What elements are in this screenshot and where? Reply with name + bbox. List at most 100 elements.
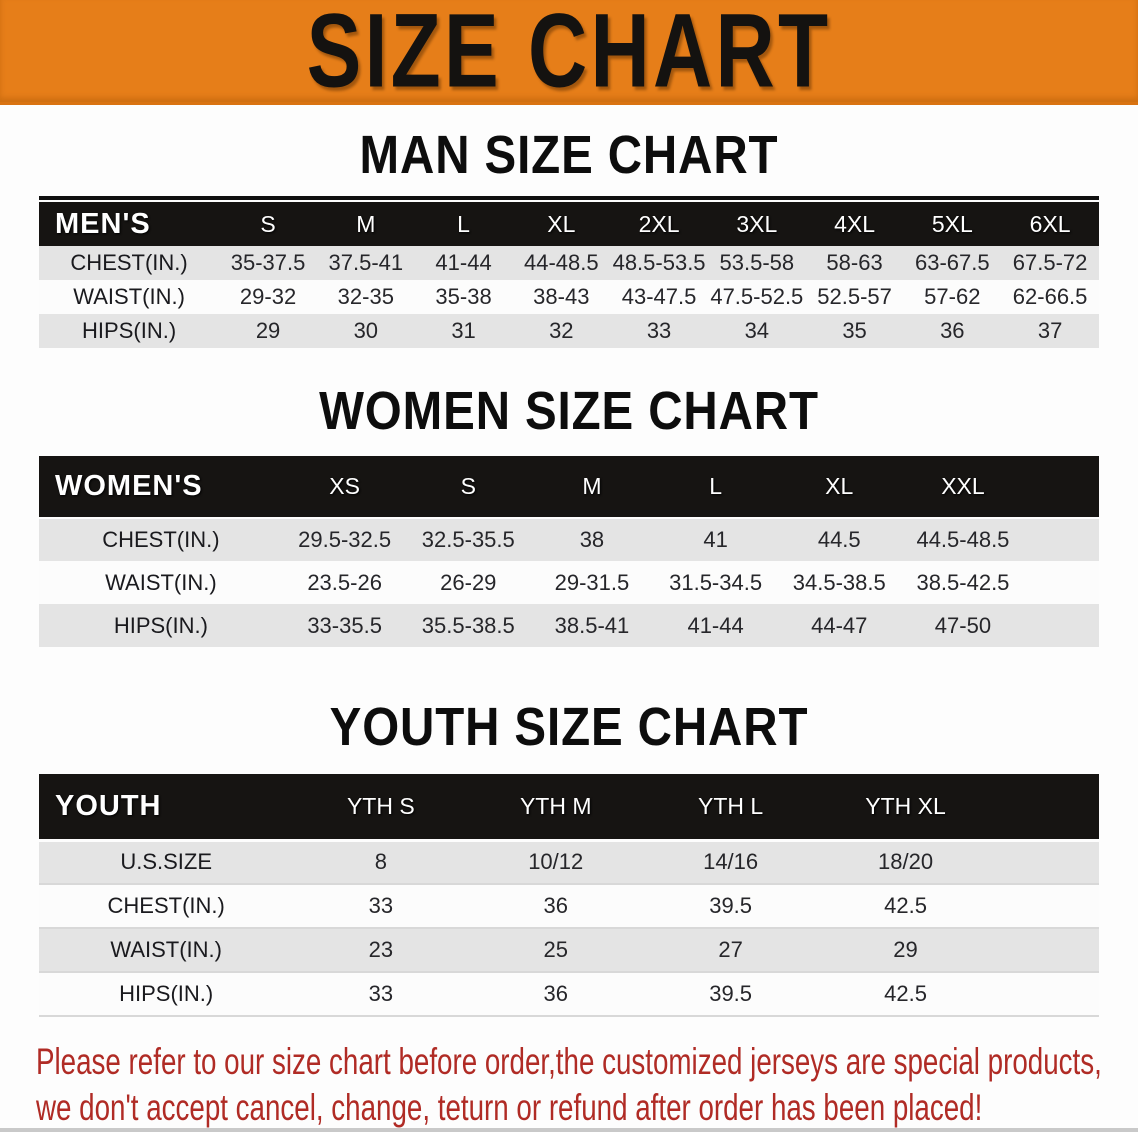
size-value-cell: 31.5-34.5 [669, 569, 763, 595]
size-value-cell: 38.5-42.5 [916, 569, 1010, 595]
size-value-cell: 23.5-26 [307, 569, 382, 595]
table-row: WAIST(IN.) 23 25 27 29 [39, 928, 1099, 972]
measurement-label: WAIST(IN.) [73, 284, 185, 309]
size-value-cell: 36 [940, 318, 965, 343]
size-value-cell: 27 [718, 937, 743, 962]
size-value-cell: 36 [543, 893, 568, 918]
women-size-table: WOMEN'S XS S M L XL XXL CHEST(IN.) 29.5-32.5 32.5… [39, 456, 1099, 647]
measurement-label: U.S.SIZE [120, 849, 213, 875]
spacer-cell [993, 884, 1099, 928]
measurement-label: HIPS(IN.) [113, 612, 208, 638]
section-women: WOMEN SIZE CHART WOMEN'S XS S M L XL XXL CHEST(… [0, 384, 1138, 647]
measurement-label: HIPS(IN.) [82, 318, 177, 343]
size-column-header: S [460, 473, 476, 499]
size-column-header: YTH XL [865, 792, 946, 819]
size-value-cell: 35 [842, 318, 867, 343]
table-title: WOMEN'S [55, 470, 203, 502]
size-value-cell: 42.5 [884, 893, 927, 918]
size-value-cell: 8 [374, 849, 387, 875]
spacer-cell [993, 972, 1099, 1016]
table-row: WAIST(IN.) 29-32 32-35 35-38 38-43 43-47.5 47.… [39, 280, 1099, 314]
size-value-cell: 37 [1037, 318, 1063, 343]
size-value-cell: 33 [368, 981, 394, 1006]
measurement-label: HIPS(IN.) [119, 981, 214, 1006]
size-value-cell: 38.5-41 [554, 612, 630, 638]
size-value-cell: 41-44 [687, 612, 744, 638]
size-value-cell: 52.5-57 [817, 284, 892, 309]
size-column-header: S [260, 210, 276, 237]
table-header-row: YOUTH YTH S YTH M YTH L YTH XL [39, 774, 1099, 840]
table-row: CHEST(IN.) 33 36 39.5 42.5 [39, 884, 1099, 928]
size-value-cell: 25 [543, 937, 568, 962]
size-value-cell: 29 [893, 937, 918, 962]
size-value-cell: 53.5-58 [719, 250, 795, 275]
size-column-header: YTH L [698, 792, 764, 819]
size-column-header: 3XL [736, 210, 778, 237]
size-value-cell: 38 [579, 527, 605, 552]
youth-size-table-wrap: YOUTH YTH S YTH M YTH L YTH XL U.S.SIZE 8 10/12… [39, 774, 1099, 1017]
size-value-cell: 39.5 [709, 893, 753, 918]
size-column-header: 2XL [638, 210, 680, 237]
youth-section-heading: YOUTH SIZE CHART [329, 697, 809, 757]
measurement-label: CHEST(IN.) [107, 893, 225, 918]
spacer-cell [1025, 604, 1099, 647]
size-value-cell: 32-35 [337, 284, 394, 309]
size-value-cell: 44-47 [811, 612, 868, 638]
spacer-cell [1025, 456, 1099, 518]
size-value-cell: 29 [255, 318, 281, 343]
table-title: YOUTH [55, 789, 162, 822]
size-column-header: YTH S [346, 792, 415, 819]
disclaimer-line-1: Please refer to our size chart before or… [36, 1041, 1102, 1082]
size-value-cell: 23 [368, 937, 394, 962]
size-value-cell: 44.5 [817, 527, 861, 552]
size-value-cell: 32.5-35.5 [421, 527, 515, 552]
spacer-cell [993, 840, 1099, 884]
table-header-row: MEN'S S M L XL 2XL 3XL 4XL 5XL 6XL [39, 202, 1099, 246]
size-column-header: M [356, 210, 376, 237]
table-row: HIPS(IN.) 33 36 39.5 42.5 [39, 972, 1099, 1016]
size-value-cell: 41-44 [435, 250, 492, 275]
size-value-cell: 10/12 [528, 849, 584, 875]
banner: SIZE CHART [0, 0, 1138, 105]
size-column-header: XS [329, 473, 360, 499]
spacer-cell [993, 928, 1099, 972]
measurement-label: CHEST(IN.) [70, 250, 188, 275]
measurement-label: CHEST(IN.) [102, 527, 220, 552]
size-value-cell: 33 [368, 893, 394, 918]
table-row: CHEST(IN.) 29.5-32.5 32.5-35.5 38 41 44.5 44.5… [39, 518, 1099, 561]
size-value-cell: 47.5-52.5 [710, 284, 804, 309]
size-column-header: L [709, 473, 722, 499]
size-column-header: XL [825, 473, 854, 499]
size-value-cell: 14/16 [703, 849, 759, 875]
measurement-label: WAIST(IN.) [110, 937, 222, 962]
size-column-header: 4XL [834, 210, 876, 237]
size-value-cell: 47-50 [934, 612, 992, 638]
size-value-cell: 43-47.5 [621, 284, 697, 309]
table-row: CHEST(IN.) 35-37.5 37.5-41 41-44 44-48.5 48.5… [39, 246, 1099, 280]
size-value-cell: 34 [744, 318, 770, 343]
size-value-cell: 32 [549, 318, 574, 343]
size-value-cell: 37.5-41 [328, 250, 404, 275]
size-value-cell: 29.5-32.5 [298, 527, 392, 552]
men-section-heading: MAN SIZE CHART [359, 125, 779, 185]
size-value-cell: 62-66.5 [1012, 284, 1088, 309]
size-column-header: XXL [941, 473, 985, 499]
size-value-cell: 67.5-72 [1012, 250, 1088, 275]
size-value-cell: 33-35.5 [307, 612, 382, 638]
size-column-header: XL [547, 210, 576, 237]
section-youth: YOUTH SIZE CHART YOUTH YTH S YTH M YTH L YTH… [0, 697, 1138, 1017]
size-value-cell: 41 [703, 527, 728, 552]
size-column-header: 5XL [931, 210, 973, 237]
spacer-cell [993, 774, 1099, 840]
disclaimer-line-2: we don't accept cancel, change, teturn o… [36, 1087, 983, 1128]
size-value-cell: 58-63 [826, 250, 883, 275]
section-men: MAN SIZE CHART MEN'S S M L XL 2XL 3XL 4XL 5XL 6XL… [0, 125, 1138, 348]
table-row: HIPS(IN.) 33-35.5 35.5-38.5 38.5-41 41-44 44-… [39, 604, 1099, 647]
size-value-cell: 44.5-48.5 [916, 527, 1010, 552]
table-header-row: WOMEN'S XS S M L XL XXL [39, 456, 1099, 518]
size-value-cell: 38-43 [533, 284, 590, 309]
size-column-header: 6XL [1029, 210, 1071, 237]
men-size-table-wrap: MEN'S S M L XL 2XL 3XL 4XL 5XL 6XL CHEST(IN.) 35-37… [39, 196, 1099, 348]
table-title: MEN'S [55, 207, 151, 240]
table-row: U.S.SIZE 8 10/12 14/16 18/20 [39, 840, 1099, 884]
